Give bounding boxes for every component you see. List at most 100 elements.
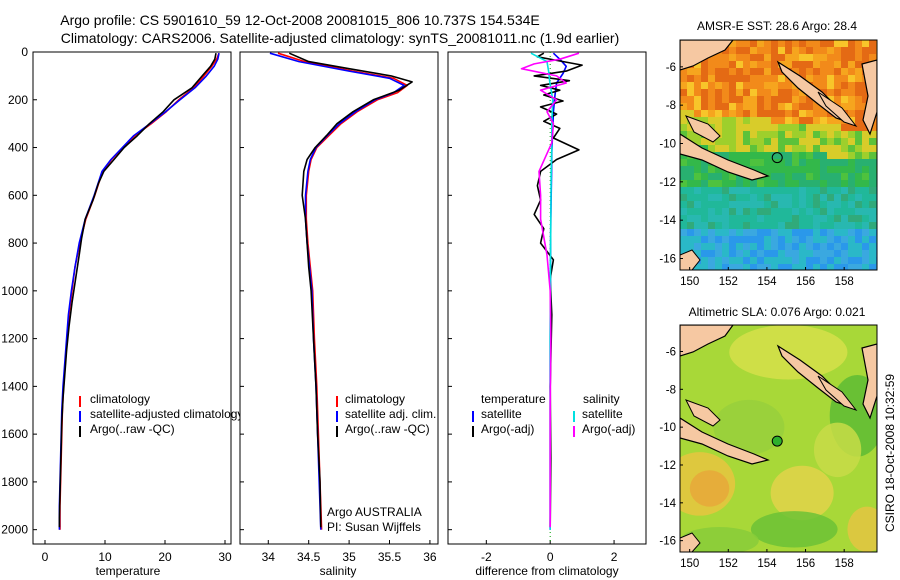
sst-cell <box>680 215 687 222</box>
coastline-trobriand <box>684 399 721 427</box>
sst-cell <box>834 124 841 131</box>
sst-cell <box>806 159 813 166</box>
map-y-tick-label: -8 <box>666 384 676 396</box>
sst-cell <box>813 54 820 61</box>
y-tick-label: 2000 <box>1 523 28 537</box>
sst-cell <box>855 152 862 159</box>
sst-map-panel: AMSR-E SST: 28.6 Argo: 28.4 150 152 154 156… <box>659 19 878 288</box>
sst-cell <box>778 222 785 229</box>
sst-cell <box>729 208 736 215</box>
sst-cell <box>778 208 785 215</box>
coastline-new-guinea <box>680 40 734 71</box>
sst-cell <box>792 89 799 96</box>
sst-cell <box>750 54 757 61</box>
sst-cell <box>806 173 813 180</box>
sst-cell <box>715 194 722 201</box>
sst-cell <box>764 208 771 215</box>
sst-cell <box>806 131 813 138</box>
sst-cell <box>736 229 743 236</box>
salinity-panel: 34 34.5 35 35.5 36 salinity climatology sate… <box>239 51 439 578</box>
map-y-tick-label: -16 <box>659 536 676 548</box>
sst-cell <box>785 257 792 264</box>
sst-cell <box>855 180 862 187</box>
sst-cell <box>827 215 834 222</box>
sst-cell <box>792 103 799 110</box>
sst-cell <box>750 257 757 264</box>
sst-cell <box>757 159 764 166</box>
sst-cell <box>687 68 694 75</box>
sst-cell <box>848 208 855 215</box>
sst-cell <box>687 215 694 222</box>
sst-cell <box>834 215 841 222</box>
sst-cell <box>729 75 736 82</box>
temperature-lines <box>58 52 220 530</box>
sst-cell <box>834 131 841 138</box>
sla-map-title: Altimetric SLA: 0.076 Argo: 0.021 <box>689 305 866 319</box>
temperature-legend: climatology satellite-adjusted climatolo… <box>79 392 243 437</box>
legend-argo: Argo(..raw -QC) <box>90 422 175 436</box>
sst-cell <box>722 47 729 54</box>
sst-cell <box>820 180 827 187</box>
sst-cell <box>764 222 771 229</box>
sst-cell <box>806 75 813 82</box>
sst-cell <box>869 187 876 194</box>
sst-cell <box>820 82 827 89</box>
sst-cell <box>813 264 820 270</box>
sst-cell <box>841 257 848 264</box>
sst-cell <box>778 47 785 54</box>
sst-cell <box>834 54 841 61</box>
map-y-tick-label: -12 <box>659 460 676 472</box>
sst-cell <box>806 117 813 124</box>
x-tick-label: 0 <box>42 550 49 564</box>
y-tick-label: 400 <box>8 141 28 155</box>
sst-cell <box>806 215 813 222</box>
sst-cell <box>694 229 701 236</box>
sst-cell <box>722 103 729 110</box>
map-x-tick-label: 158 <box>835 558 854 570</box>
sst-cell <box>778 243 785 250</box>
salinity-ticks: 34 34.5 35 35.5 36 <box>240 51 437 564</box>
sst-cell <box>799 159 806 166</box>
sst-cell <box>820 264 827 270</box>
y-tick-label: 600 <box>8 188 28 202</box>
sst-cell <box>862 159 869 166</box>
sst-cell <box>841 75 848 82</box>
sst-cell <box>722 208 729 215</box>
sst-cell <box>757 243 764 250</box>
sst-cell <box>729 103 736 110</box>
sst-cell <box>757 68 764 75</box>
sst-cell <box>785 124 792 131</box>
sst-cell <box>680 208 687 215</box>
sst-cell <box>715 117 722 124</box>
sst-cell <box>743 124 750 131</box>
legend-satellite: satellite-adjusted climatology <box>90 407 243 421</box>
sst-cell <box>708 89 715 96</box>
sst-cell <box>813 117 820 124</box>
sst-cell <box>694 96 701 103</box>
sst-cell <box>764 75 771 82</box>
sst-cell <box>855 89 862 96</box>
figure-title-line2: Climatology: CARS2006. Satellite-adjuste… <box>61 30 619 46</box>
sst-cell <box>715 145 722 152</box>
sst-cell <box>848 54 855 61</box>
sst-cell <box>792 250 799 257</box>
sst-cell <box>743 145 750 152</box>
sst-cell <box>715 208 722 215</box>
sst-cell <box>834 173 841 180</box>
sst-cell <box>813 124 820 131</box>
sst-cell <box>792 96 799 103</box>
sst-cell <box>806 68 813 75</box>
sst-cell <box>785 54 792 61</box>
sst-cell <box>729 222 736 229</box>
sst-cell <box>799 138 806 145</box>
legend-temp-argo: Argo(-adj) <box>481 422 534 436</box>
sst-cell <box>694 215 701 222</box>
sst-cell <box>750 117 757 124</box>
sst-cell <box>834 138 841 145</box>
coastline-new-georgia <box>817 91 858 127</box>
sst-cell <box>778 229 785 236</box>
sst-cell <box>743 187 750 194</box>
sst-cell <box>848 145 855 152</box>
sst-cell <box>729 250 736 257</box>
sst-cell <box>862 208 869 215</box>
